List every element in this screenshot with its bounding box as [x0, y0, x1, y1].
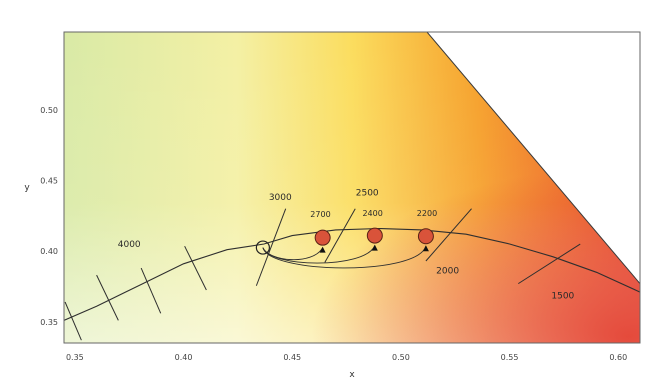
cct-label: 2000: [436, 267, 459, 277]
data-point-label: 2200: [417, 209, 437, 218]
y-tick-label: 0.40: [40, 247, 58, 256]
x-axis-label: x: [349, 370, 355, 380]
isotemperature-line: [518, 243, 581, 285]
isotemperature-line: [96, 274, 119, 321]
cct-label: 3000: [269, 193, 292, 203]
data-point-marker: [314, 229, 331, 246]
isotemperature-line: [140, 267, 162, 314]
data-point-marker: [366, 227, 383, 244]
data-point-label: 2700: [310, 210, 330, 219]
connection-arc: [262, 247, 324, 261]
data-point-arrow: [371, 244, 378, 251]
plot-frame: [63, 31, 641, 344]
data-point-marker: [417, 228, 434, 245]
isotemperature-line: [425, 208, 472, 262]
isotemperature-line: [184, 245, 207, 291]
isotemperature-line: [324, 208, 356, 263]
x-tick-label: 0.40: [175, 353, 193, 362]
data-point-label: 2400: [362, 209, 382, 218]
reference-point: [255, 240, 270, 255]
cct-label: 2500: [356, 188, 379, 198]
y-axis-label: y: [24, 183, 30, 193]
x-tick-label: 0.60: [609, 353, 627, 362]
connection-arc: [262, 246, 427, 269]
plot-area: 4000 3000 2500 2700 2400 2200 2000 1500: [63, 31, 641, 344]
data-point-arrow: [422, 245, 429, 252]
axes: 0.35 0.40 0.45 0.50 0.55 0.60 0.35 0.40 0.45 0.50: [40, 106, 627, 362]
cct-label: 1500: [551, 291, 574, 301]
connection-arc: [262, 245, 376, 264]
isotemperature-line: [255, 208, 287, 286]
x-tick-label: 0.55: [501, 353, 519, 362]
isotemperature-line: [64, 301, 82, 341]
y-tick-label: 0.45: [40, 176, 58, 185]
y-tick-label: 0.50: [40, 106, 58, 115]
data-point-arrow: [319, 246, 326, 253]
x-tick-label: 0.35: [66, 353, 84, 362]
planckian-locus: [64, 227, 640, 321]
x-tick-label: 0.45: [283, 353, 301, 362]
y-tick-label: 0.35: [40, 318, 58, 327]
x-tick-label: 0.50: [392, 353, 410, 362]
gamut-boundary-line: [426, 32, 640, 284]
cct-label: 4000: [118, 240, 141, 250]
